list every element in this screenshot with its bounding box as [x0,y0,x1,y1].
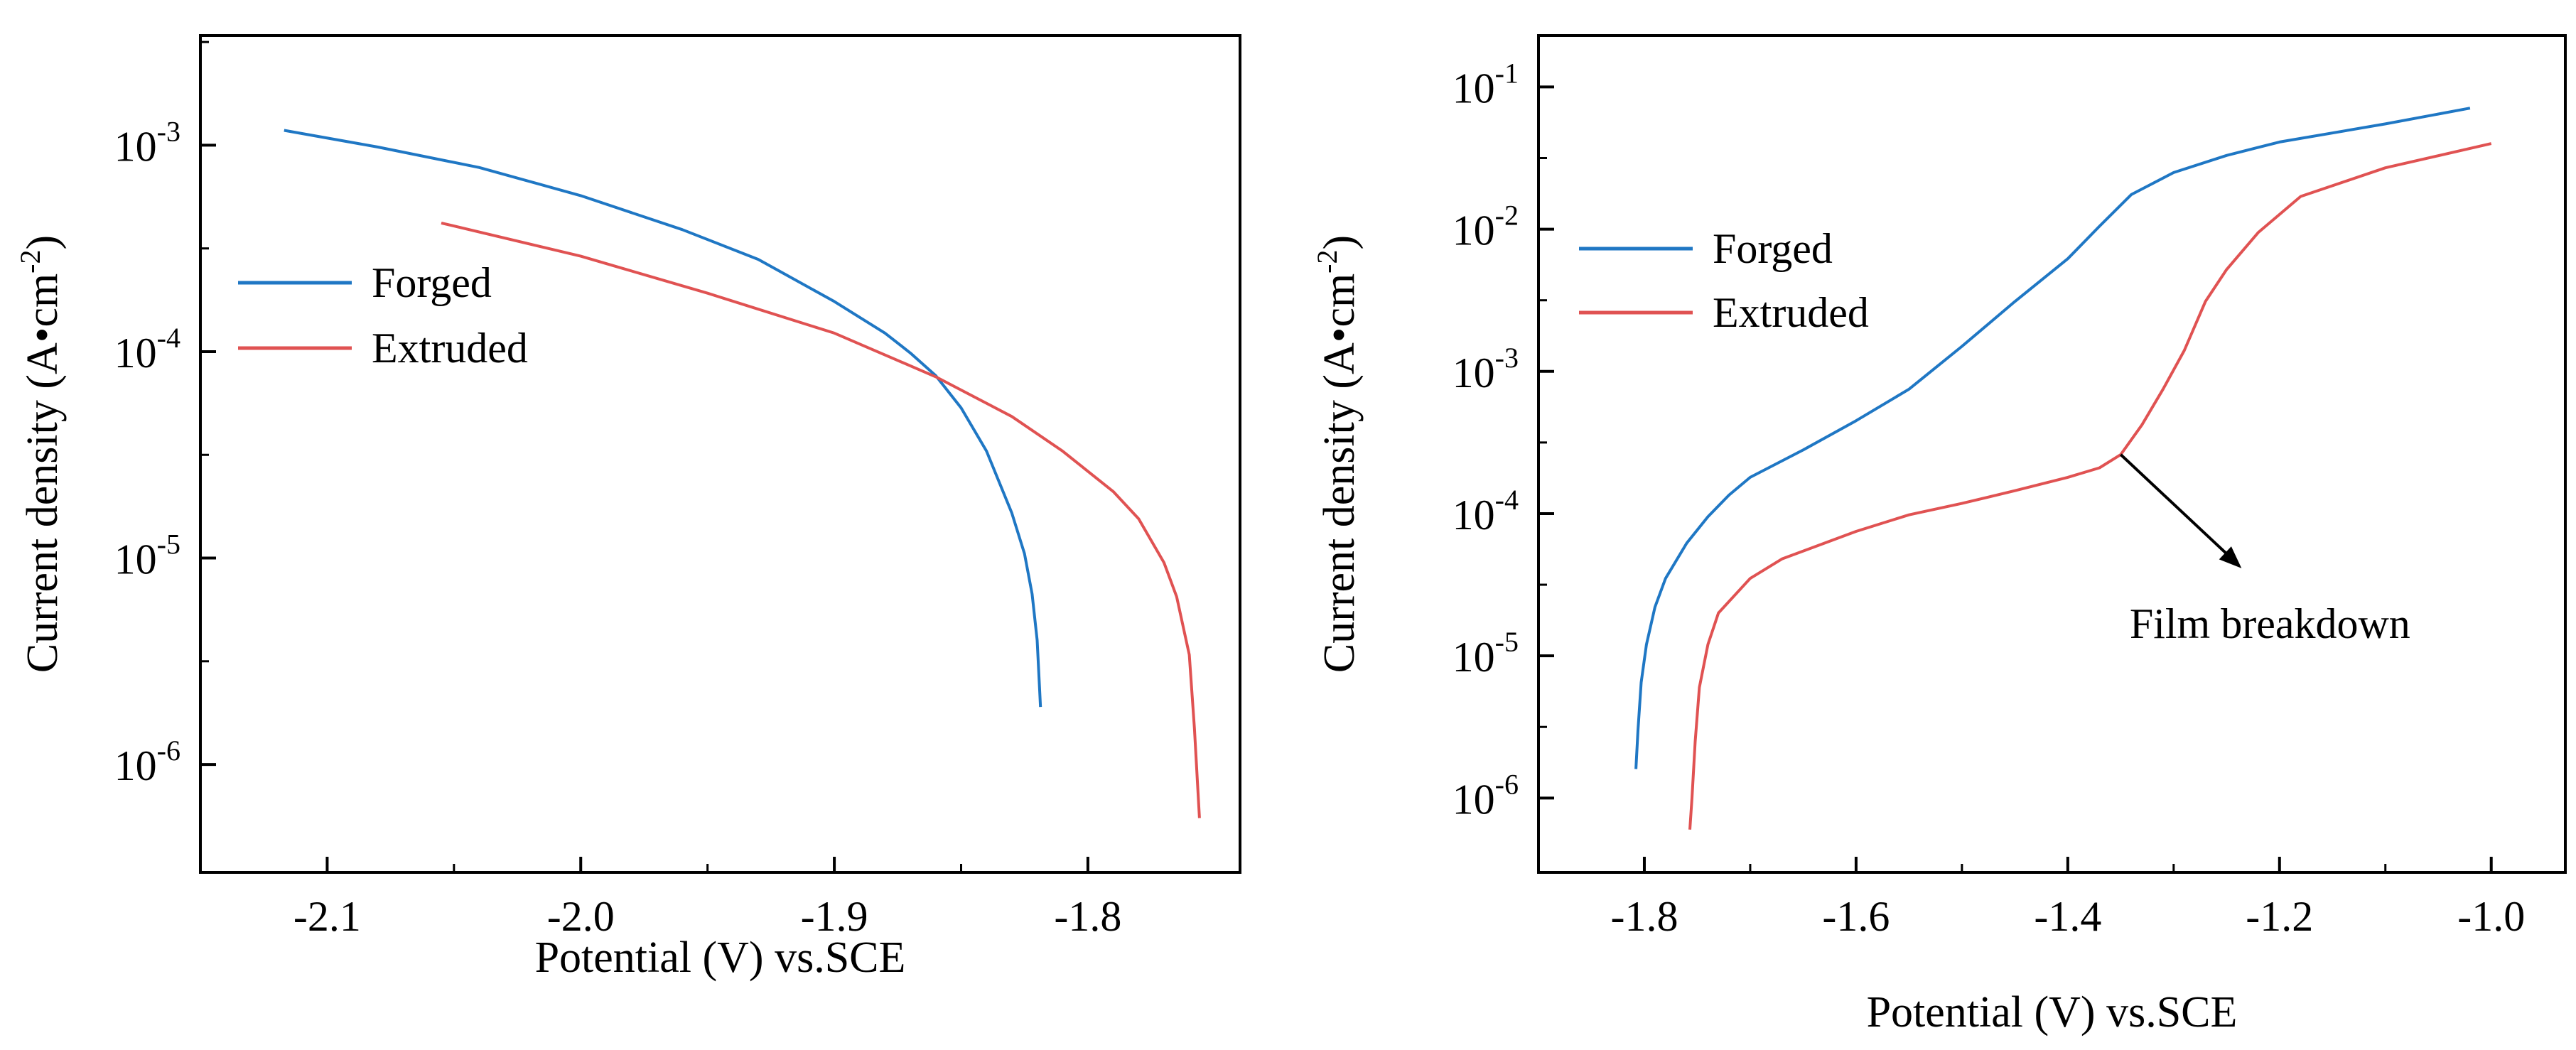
right-x-tick-label: -1.8 [1610,893,1678,940]
right-chart-frame [1537,34,2567,874]
left-chart-series [284,129,1201,818]
left-y-tick-label: 10-5 [114,529,180,583]
right-chart-y-axis-title: Current density (A•cm-2) [1311,235,1364,673]
right-chart: -1.8 -1.6 -1.4 -1.2 -1.0 10-6 10-5 10-4 10-3 10-2… [1311,34,2567,1037]
right-series-forged-line [1634,107,2471,769]
right-y-tick-label: 10-1 [1453,57,1519,112]
right-y-tick-label: 10-5 [1453,626,1519,681]
left-chart-legend: Forged Extruded [238,259,528,372]
right-legend-label-extruded: Extruded [1713,289,1869,336]
left-chart: -2.1 -2.0 -1.9 -1.8 10-6 10-5 10-4 10-3 Potenti… [14,34,1241,982]
right-x-tick-label: -1.0 [2457,893,2525,940]
left-y-tick-label: 10-6 [114,735,180,789]
right-x-tick-label: -1.6 [1822,893,1890,940]
right-y-tick-label: 10-3 [1453,342,1519,396]
film-breakdown-arrow-head [2219,546,2242,568]
left-chart-y-axis-title: Current density (A•cm-2) [14,235,67,673]
right-y-tick-label: 10-6 [1453,768,1519,823]
left-x-tick-label: -2.1 [293,893,361,940]
left-y-tick-label: 10-3 [114,115,180,170]
left-chart-x-axis-title: Potential (V) vs.SCE [535,933,906,982]
right-x-tick-label: -1.4 [2034,893,2101,940]
right-chart-series [1634,107,2492,830]
left-series-extruded-line [441,221,1201,818]
right-y-tick-label: 10-4 [1453,484,1519,538]
right-chart-ticks: -1.8 -1.6 -1.4 -1.2 -1.0 10-6 10-5 10-4 10-3 10-2… [1453,57,2526,940]
right-series-extruded-line [1688,142,2492,830]
right-legend-label-forged: Forged [1713,225,1833,272]
left-x-tick-label: -1.9 [801,893,868,940]
left-x-tick-label: -1.8 [1054,893,1121,940]
left-x-tick-label: -2.0 [547,893,615,940]
right-x-tick-label: -1.2 [2246,893,2313,940]
film-breakdown-arrow-line [2119,453,2234,561]
film-breakdown-label: Film breakdown [2130,600,2410,647]
left-chart-ticks: -2.1 -2.0 -1.9 -1.8 10-6 10-5 10-4 10-3 [114,40,1121,940]
right-chart-plot-frame [1537,34,2567,874]
right-chart-legend: Forged Extruded [1579,225,1869,336]
right-y-tick-label: 10-2 [1453,200,1519,254]
left-legend-label-extruded: Extruded [372,325,528,372]
left-y-tick-label: 10-4 [114,322,180,377]
right-chart-annotation: Film breakdown [2119,453,2410,647]
left-chart-frame [199,34,1241,874]
right-chart-x-axis-title: Potential (V) vs.SCE [1867,988,2238,1037]
left-series-forged-line [284,129,1042,708]
left-chart-plot-frame [199,34,1241,874]
left-legend-label-forged: Forged [372,259,492,306]
